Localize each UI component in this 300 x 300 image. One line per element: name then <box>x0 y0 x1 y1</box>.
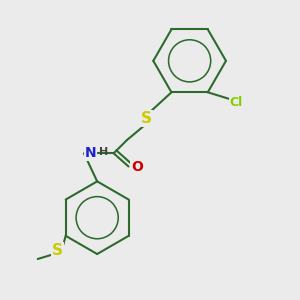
Text: N: N <box>85 146 96 160</box>
Text: O: O <box>131 160 143 173</box>
Text: S: S <box>141 111 152 126</box>
Text: S: S <box>52 243 63 258</box>
Text: H: H <box>99 147 108 157</box>
Text: Cl: Cl <box>229 96 242 109</box>
